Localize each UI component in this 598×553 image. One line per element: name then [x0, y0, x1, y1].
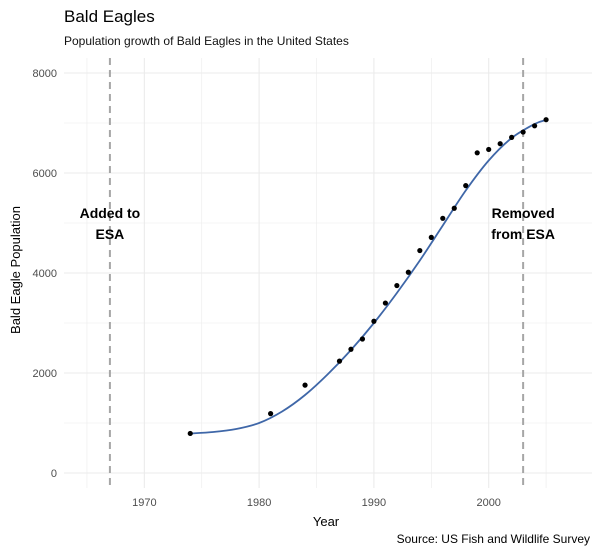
reference-line-label: Added to ESA — [80, 205, 141, 242]
y-tick-label: 8000 — [33, 68, 57, 80]
data-point — [359, 336, 366, 342]
x-tick-label: 1990 — [362, 497, 386, 509]
y-tick-label: 4000 — [33, 268, 57, 280]
data-point — [497, 141, 503, 147]
data-point — [440, 215, 446, 221]
data-point — [451, 205, 457, 211]
grid — [64, 58, 592, 488]
chart-subtitle: Population growth of Bald Eagles in the … — [64, 34, 349, 48]
data-point — [405, 269, 411, 275]
annotations: Added to ESA Removed from ESA — [80, 205, 555, 242]
data-point — [474, 150, 480, 156]
data-point — [543, 117, 549, 123]
data-point — [187, 430, 193, 437]
data-point — [268, 411, 274, 417]
chart-title: Bald Eagles — [64, 7, 155, 26]
data-point — [509, 134, 515, 140]
x-tick-label: 1980 — [247, 497, 271, 509]
data-point — [520, 129, 526, 135]
data-point — [371, 318, 377, 324]
trend-line-group — [190, 119, 547, 435]
data-point — [336, 358, 343, 364]
data-points — [187, 117, 549, 437]
data-point — [394, 282, 400, 289]
trend-line — [190, 119, 547, 435]
x-tick-labels: 1970 1980 1990 2000 — [132, 497, 501, 509]
data-point — [348, 346, 354, 352]
x-axis-title: Year — [313, 514, 340, 529]
chart-caption: Source: US Fish and Wildlife Survey — [397, 532, 590, 546]
data-point — [382, 300, 388, 306]
data-point — [486, 146, 492, 153]
data-point — [302, 382, 308, 388]
x-tick-label: 1970 — [132, 497, 156, 509]
y-tick-label: 2000 — [33, 368, 57, 380]
y-tick-labels: 0 2000 4000 6000 8000 — [33, 68, 57, 480]
y-axis-title: Bald Eagle Population — [8, 206, 23, 334]
y-tick-label: 0 — [51, 468, 57, 480]
data-point — [532, 123, 538, 129]
x-tick-label: 2000 — [476, 497, 500, 509]
data-point — [428, 234, 434, 240]
reference-line-label: Removed from ESA — [491, 205, 555, 242]
y-tick-label: 6000 — [33, 168, 57, 180]
data-point — [463, 183, 469, 189]
data-point — [417, 247, 423, 254]
